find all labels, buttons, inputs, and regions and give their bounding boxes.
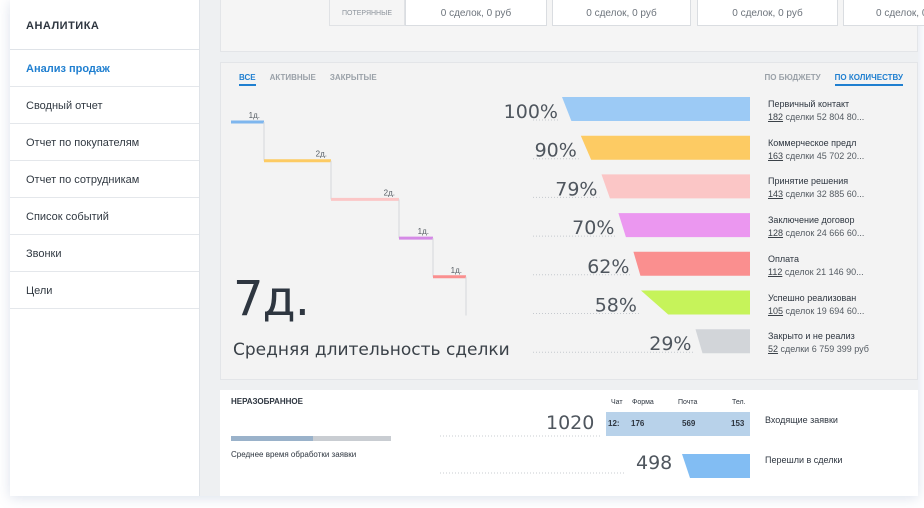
funnel-stage-count-link[interactable]: 182 <box>768 112 784 122</box>
funnel-stage-summary: 112 сделок 21 146 90... <box>768 266 864 277</box>
processing-time-bar <box>231 436 391 441</box>
sidebar-title: АНАЛИТИКА <box>10 0 199 50</box>
converted-count: 498 <box>636 452 673 474</box>
lost-cell: 0 сделок, 0 руб <box>552 0 691 26</box>
funnel-stage-summary: 163 сделки 45 702 20... <box>768 150 865 161</box>
channel-email-label: Почта <box>678 399 698 406</box>
converted-bar <box>682 454 750 478</box>
tab-all[interactable]: ВСЕ <box>239 73 256 86</box>
lost-cell: 0 сделок, 0 руб <box>843 0 924 26</box>
lost-cell: 0 сделок, 0 руб <box>405 0 547 26</box>
funnel-stage-name: Коммерческое предл <box>768 137 857 148</box>
funnel-stage-count-link[interactable]: 112 <box>768 266 783 277</box>
funnel-stage-bar <box>618 213 750 238</box>
funnel-stage-percent: 79% <box>555 178 597 200</box>
funnel-stage-bar <box>695 329 750 354</box>
funnel-stage-percent: 58% <box>595 295 637 317</box>
funnel-stage-bar <box>633 251 750 276</box>
funnel-stage-name: Заключение договор <box>768 215 855 226</box>
funnel-stage-percent: 70% <box>572 217 614 239</box>
lost-cell: 0 сделок, 0 руб <box>697 0 838 26</box>
sidebar-item-calls[interactable]: Звонки <box>10 235 199 272</box>
tab-by-count[interactable]: ПО КОЛИЧЕСТВУ <box>834 73 903 86</box>
converted-label: Перешли в сделки <box>765 455 843 465</box>
channel-form-value: 176 <box>631 419 645 428</box>
tab-closed[interactable]: ЗАКРЫТЫЕ <box>329 73 377 82</box>
funnel-stage-summary: 128 сделок 24 666 60... <box>768 228 865 239</box>
incoming-label: Входящие заявки <box>765 415 838 425</box>
average-duration-caption: Средняя длительность сделки <box>233 340 510 360</box>
lost-deals-strip: ПОТЕРЯННЫЕ 0 сделок, 0 руб 0 сделок, 0 р… <box>220 0 924 52</box>
funnel-stage-count-link[interactable]: 105 <box>768 305 784 316</box>
funnel-stage-bar <box>601 174 750 199</box>
lost-label: ПОТЕРЯННЫЕ <box>329 0 405 26</box>
funnel-stage-count-link[interactable]: 52 <box>768 344 779 355</box>
sidebar: АНАЛИТИКА Анализ продаж Сводный отчет От… <box>10 0 200 496</box>
sidebar-item-summary-report[interactable]: Сводный отчет <box>10 87 199 124</box>
funnel-stage-percent: 29% <box>649 333 691 355</box>
funnel-stage-percent: 62% <box>587 256 629 278</box>
tab-active[interactable]: АКТИВНЫЕ <box>269 73 316 82</box>
funnel-stage-name: Первичный контакт <box>768 99 850 109</box>
sidebar-item-goals[interactable]: Цели <box>10 272 199 309</box>
sales-funnel-panel: ВСЕ АКТИВНЫЕ ЗАКРЫТЫЕ ПО БЮДЖЕТУ ПО КОЛИ… <box>220 62 918 380</box>
funnel-stage-count-link[interactable]: 128 <box>768 228 784 239</box>
channel-chat-value: 12: <box>608 419 620 428</box>
funnel-stage-name: Оплата <box>768 253 799 264</box>
sidebar-item-employees-report[interactable]: Отчет по сотрудникам <box>10 161 199 198</box>
funnel-stage-summary: 143 сделки 32 885 60... <box>768 189 865 200</box>
metric-tabs: ПО БЮДЖЕТУ ПО КОЛИЧЕСТВУ <box>765 73 903 86</box>
funnel-stage-name: Закрыто и не реализ <box>768 331 855 342</box>
duration-label: 1д. <box>249 111 260 120</box>
funnel-stage-bar <box>580 135 750 160</box>
funnel-stage-percent: 100% <box>504 101 558 123</box>
unsorted-chart <box>440 412 750 478</box>
processing-time-fill <box>231 436 313 441</box>
channel-form-label: Форма <box>632 399 654 406</box>
incoming-count: 1020 <box>546 412 595 434</box>
average-duration-value: 7д. <box>233 271 310 327</box>
channel-email-value: 569 <box>682 419 696 428</box>
funnel-stage-name: Принятие решения <box>768 176 849 187</box>
unsorted-panel: НЕРАЗОБРАННОЕ Среднее время обработки за… <box>220 390 918 496</box>
duration-label: 2д. <box>316 150 327 159</box>
tab-by-budget[interactable]: ПО БЮДЖЕТУ <box>764 73 821 82</box>
funnel-stage-count-link[interactable]: 143 <box>768 189 784 200</box>
incoming-bar <box>606 412 750 436</box>
channel-phone-value: 153 <box>731 419 745 428</box>
deal-filter-tabs: ВСЕ АКТИВНЫЕ ЗАКРЫТЫЕ <box>239 73 377 86</box>
channel-chat-label: Чат <box>611 399 623 406</box>
sidebar-item-customers-report[interactable]: Отчет по покупателям <box>10 124 199 161</box>
unsorted-title: НЕРАЗОБРАННОЕ <box>231 397 303 406</box>
channel-phone-label: Тел. <box>732 399 746 406</box>
duration-label: 2д. <box>384 188 395 197</box>
funnel-stage-bar <box>640 290 750 315</box>
sidebar-item-events-list[interactable]: Список событий <box>10 198 199 235</box>
funnel-stage-name: Успешно реализован <box>768 292 857 303</box>
funnel-chart: 100% 90% 79% 70% 62% 58% 29% 1д. 2д. 2д. 1д. 1д. <box>231 97 750 355</box>
funnel-stage-percent: 90% <box>535 140 577 162</box>
funnel-stage-summary: 105 сделок 19 694 60... <box>768 305 865 316</box>
funnel-stage-bar <box>562 97 750 121</box>
sidebar-item-sales-analysis[interactable]: Анализ продаж <box>10 50 199 87</box>
duration-label: 1д. <box>418 227 429 236</box>
funnel-stage-summary: 182 сделки 52 804 80... <box>768 112 865 122</box>
funnel-stage-count-link[interactable]: 163 <box>768 150 784 161</box>
processing-time-caption: Среднее время обработки заявки <box>231 450 357 459</box>
duration-label: 1д. <box>451 266 462 275</box>
funnel-stage-summary: 52 сделки 6 759 399 руб <box>768 344 869 355</box>
